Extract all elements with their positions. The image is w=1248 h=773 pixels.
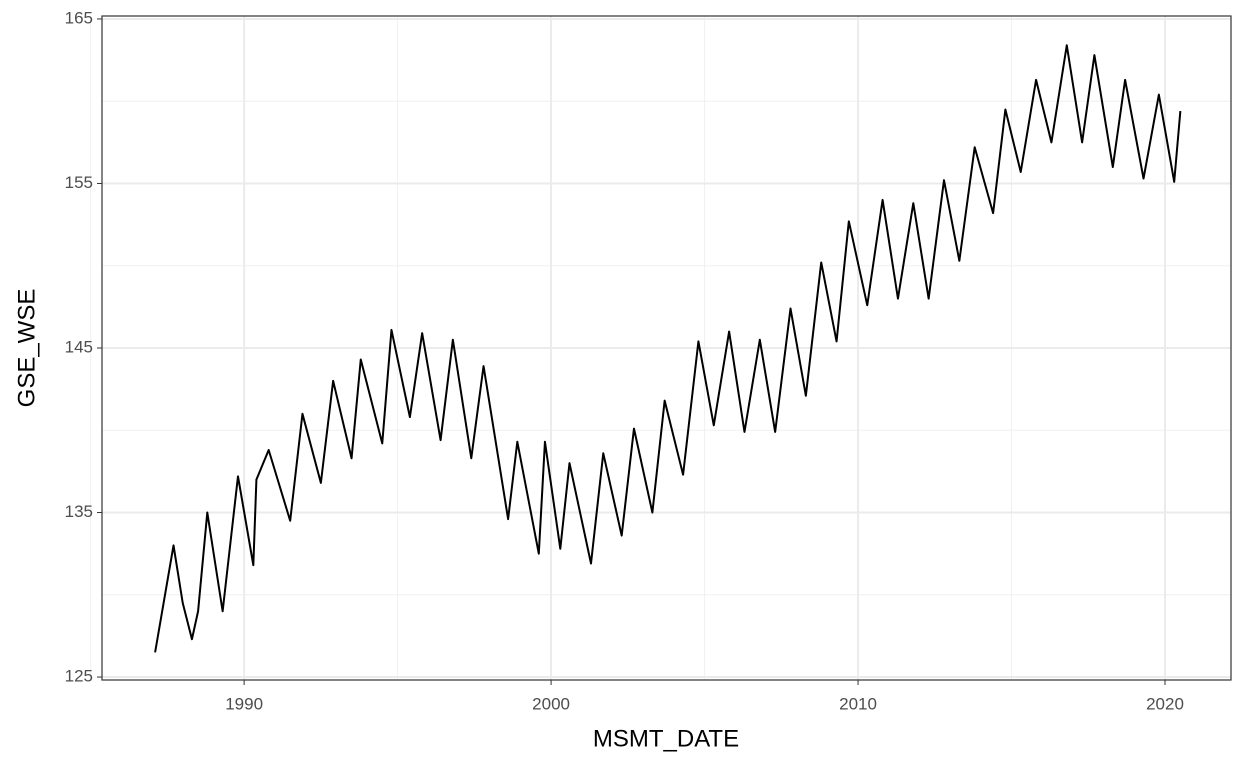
y-tick-label: 135: [65, 502, 93, 521]
y-tick-label: 145: [65, 337, 93, 356]
panel-border: [101, 15, 1232, 681]
y-tick-label: 155: [65, 173, 93, 192]
x-tick-label: 2000: [532, 694, 570, 713]
y-tick-label: 165: [65, 8, 93, 27]
data-line: [154, 44, 1182, 653]
y-tick-label: 125: [65, 667, 93, 686]
y-axis-title: GSE_WSE: [13, 289, 40, 408]
x-tick-label: 1990: [225, 694, 263, 713]
x-tick-label: 2010: [839, 694, 877, 713]
x-axis-title: MSMT_DATE: [593, 725, 739, 752]
x-tick-label: 2020: [1146, 694, 1184, 713]
